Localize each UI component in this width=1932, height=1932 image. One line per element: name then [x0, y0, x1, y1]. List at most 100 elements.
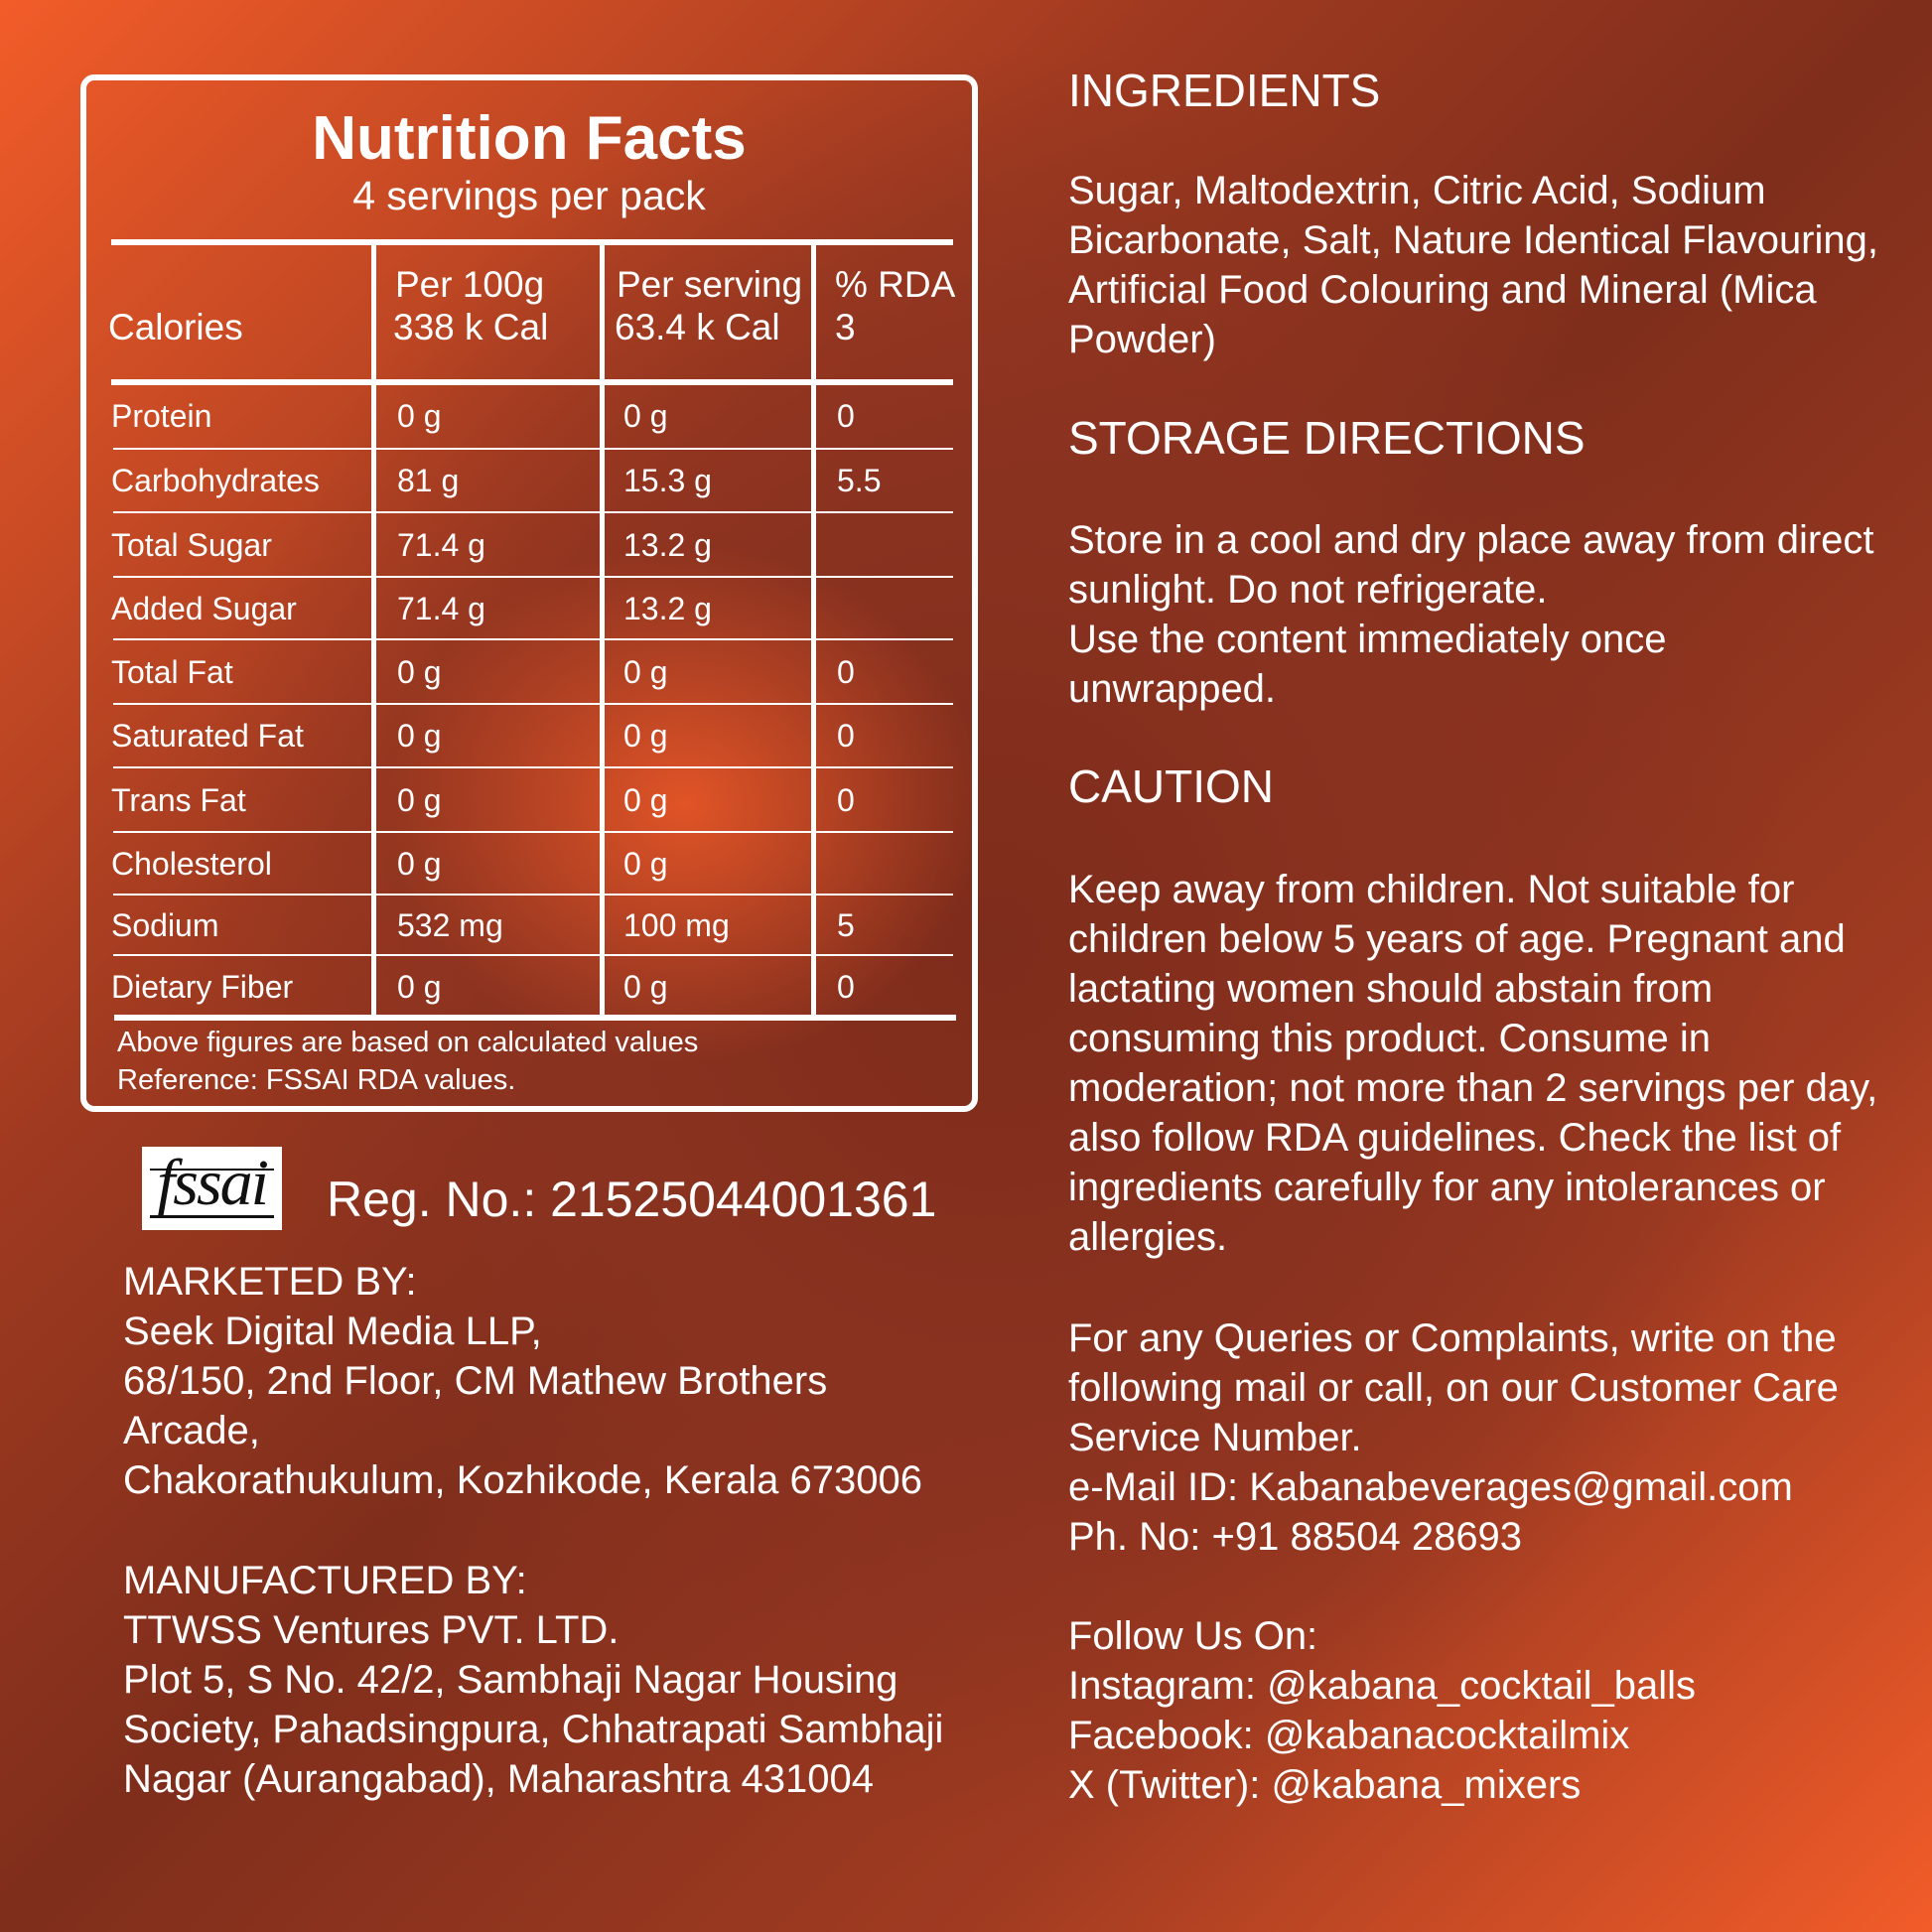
twitter-handle[interactable]: X (Twitter): @kabana_mixers: [1068, 1763, 1582, 1807]
perserving-calories: 63.4 k Cal: [615, 307, 780, 347]
marketed-by-line: Seek Digital Media LLP,: [123, 1310, 542, 1353]
caution-heading: CAUTION: [1068, 760, 1274, 812]
nutrition-title: Nutrition Facts: [312, 104, 747, 173]
header-rule: [111, 379, 953, 385]
caution-line: Keep away from children. Not suitable fo…: [1068, 868, 1795, 911]
ingredients-line: Bicarbonate, Salt, Nature Identical Flav…: [1068, 218, 1878, 262]
calories-label: Calories: [108, 307, 243, 347]
social-block: Follow Us On: Instagram: @kabana_cocktai…: [1068, 1611, 1696, 1810]
per100g-value: 532 mg: [397, 906, 503, 943]
instagram-handle[interactable]: Instagram: @kabana_cocktail_balls: [1068, 1664, 1697, 1708]
per100g-value: 81 g: [397, 463, 460, 498]
rda-value: 0: [837, 718, 855, 754]
row-divider: [113, 894, 953, 896]
storage-line: Store in a cool and dry place away from …: [1068, 518, 1874, 562]
perserving-header: Per serving: [617, 264, 803, 305]
nutrient-name: Trans Fat: [111, 781, 246, 818]
rda-value: 0: [837, 397, 855, 434]
per100g-value: 0 g: [397, 653, 442, 690]
fssai-logo: fssai: [142, 1147, 282, 1230]
contact-line: Service Number.: [1068, 1416, 1362, 1459]
perserving-value: 0 g: [623, 653, 668, 690]
marketed-by-heading: MARKETED BY:: [123, 1260, 417, 1304]
caution-line: also follow RDA guidelines. Check the li…: [1068, 1116, 1842, 1160]
table-bottom-rule: [114, 1015, 956, 1021]
caution-line: allergies.: [1068, 1215, 1228, 1259]
perserving-value: 13.2 g: [623, 590, 712, 626]
per100g-value: 0 g: [397, 397, 442, 434]
marketed-by-line: Arcade,: [123, 1409, 260, 1452]
caution-text: Keep away from children. Not suitable fo…: [1068, 865, 1877, 1262]
perserving-value: 0 g: [623, 781, 668, 818]
contact-line: following mail or call, on our Customer …: [1068, 1366, 1839, 1410]
per100g-value: 0 g: [397, 781, 442, 818]
table-reference: Reference: FSSAI RDA values.: [117, 1064, 516, 1096]
rda-calories: 3: [835, 307, 856, 347]
nutrient-name: Protein: [111, 397, 212, 434]
per100g-value: 0 g: [397, 968, 442, 1005]
ingredients-text: Sugar, Maltodextrin, Citric Acid, Sodium…: [1068, 166, 1878, 364]
nutrient-name: Carbohydrates: [111, 463, 320, 498]
per100g-value: 71.4 g: [397, 590, 485, 626]
caution-line: moderation; not more than 2 servings per…: [1068, 1066, 1878, 1110]
per100g-header: Per 100g: [395, 264, 545, 305]
ingredients-line: Sugar, Maltodextrin, Citric Acid, Sodium: [1068, 169, 1766, 212]
rda-value: 0: [837, 968, 855, 1005]
marketed-by-line: 68/150, 2nd Floor, CM Mathew Brothers: [123, 1359, 828, 1403]
perserving-value: 0 g: [623, 397, 668, 434]
storage-heading: STORAGE DIRECTIONS: [1068, 412, 1586, 464]
contact-email[interactable]: e-Mail ID: Kabanabeverages@gmail.com: [1068, 1465, 1793, 1509]
row-divider: [113, 638, 953, 640]
caution-line: consuming this product. Consume in: [1068, 1017, 1711, 1060]
nutrient-name: Cholesterol: [111, 845, 272, 882]
row-divider: [113, 576, 953, 578]
caution-line: ingredients carefully for any intoleranc…: [1068, 1166, 1826, 1209]
storage-line: unwrapped.: [1068, 667, 1277, 711]
row-divider: [113, 831, 953, 833]
manufactured-by-line: TTWSS Ventures PVT. LTD.: [123, 1608, 620, 1652]
facebook-handle[interactable]: Facebook: @kabanacocktailmix: [1068, 1714, 1630, 1757]
contact-block: For any Queries or Complaints, write on …: [1068, 1313, 1839, 1562]
row-divider: [113, 448, 953, 450]
manufactured-by-line: Nagar (Aurangabad), Maharashtra 431004: [123, 1757, 875, 1801]
storage-text: Store in a cool and dry place away from …: [1068, 515, 1874, 714]
marketed-by-block: MARKETED BY: Seek Digital Media LLP, 68/…: [123, 1257, 922, 1505]
perserving-value: 15.3 g: [623, 463, 712, 498]
column-divider: [811, 242, 816, 1018]
rda-value: 5: [837, 906, 855, 943]
manufactured-by-block: MANUFACTURED BY: TTWSS Ventures PVT. LTD…: [123, 1556, 943, 1804]
manufactured-by-line: Plot 5, S No. 42/2, Sambhaji Nagar Housi…: [123, 1658, 898, 1702]
row-divider: [113, 511, 953, 513]
per100g-value: 71.4 g: [397, 526, 485, 563]
perserving-value: 13.2 g: [623, 526, 712, 563]
per100g-calories: 338 k Cal: [393, 307, 549, 347]
contact-phone[interactable]: Ph. No: +91 88504 28693: [1068, 1515, 1523, 1559]
nutrient-name: Added Sugar: [111, 590, 297, 626]
perserving-value: 0 g: [623, 845, 668, 882]
fssai-reg-number: Reg. No.: 21525044001361: [327, 1172, 937, 1227]
rda-header: % RDA: [835, 264, 956, 305]
nutrient-name: Total Sugar: [111, 526, 272, 563]
row-divider: [113, 766, 953, 768]
nutrient-name: Saturated Fat: [111, 718, 304, 754]
nutrient-name: Total Fat: [111, 653, 233, 690]
marketed-by-line: Chakorathukulum, Kozhikode, Kerala 67300…: [123, 1458, 922, 1502]
column-divider: [371, 242, 376, 1018]
rda-value: 0: [837, 653, 855, 690]
perserving-value: 100 mg: [623, 906, 730, 943]
column-divider: [600, 242, 605, 1018]
per100g-value: 0 g: [397, 845, 442, 882]
ingredients-line: Artificial Food Colouring and Mineral (M…: [1068, 268, 1817, 312]
storage-line: sunlight. Do not refrigerate.: [1068, 568, 1548, 612]
ingredients-heading: INGREDIENTS: [1068, 65, 1381, 116]
caution-line: children below 5 years of age. Pregnant …: [1068, 917, 1846, 961]
manufactured-by-line: Society, Pahadsingpura, Chhatrapati Samb…: [123, 1708, 944, 1751]
nutrient-name: Dietary Fiber: [111, 968, 294, 1005]
ingredients-line: Powder): [1068, 318, 1216, 361]
perserving-value: 0 g: [623, 968, 668, 1005]
nutrition-facts-panel: [80, 74, 978, 1112]
perserving-value: 0 g: [623, 718, 668, 754]
row-divider: [113, 703, 953, 705]
manufactured-by-heading: MANUFACTURED BY:: [123, 1559, 527, 1602]
table-note: Above figures are based on calculated va…: [117, 1027, 699, 1058]
